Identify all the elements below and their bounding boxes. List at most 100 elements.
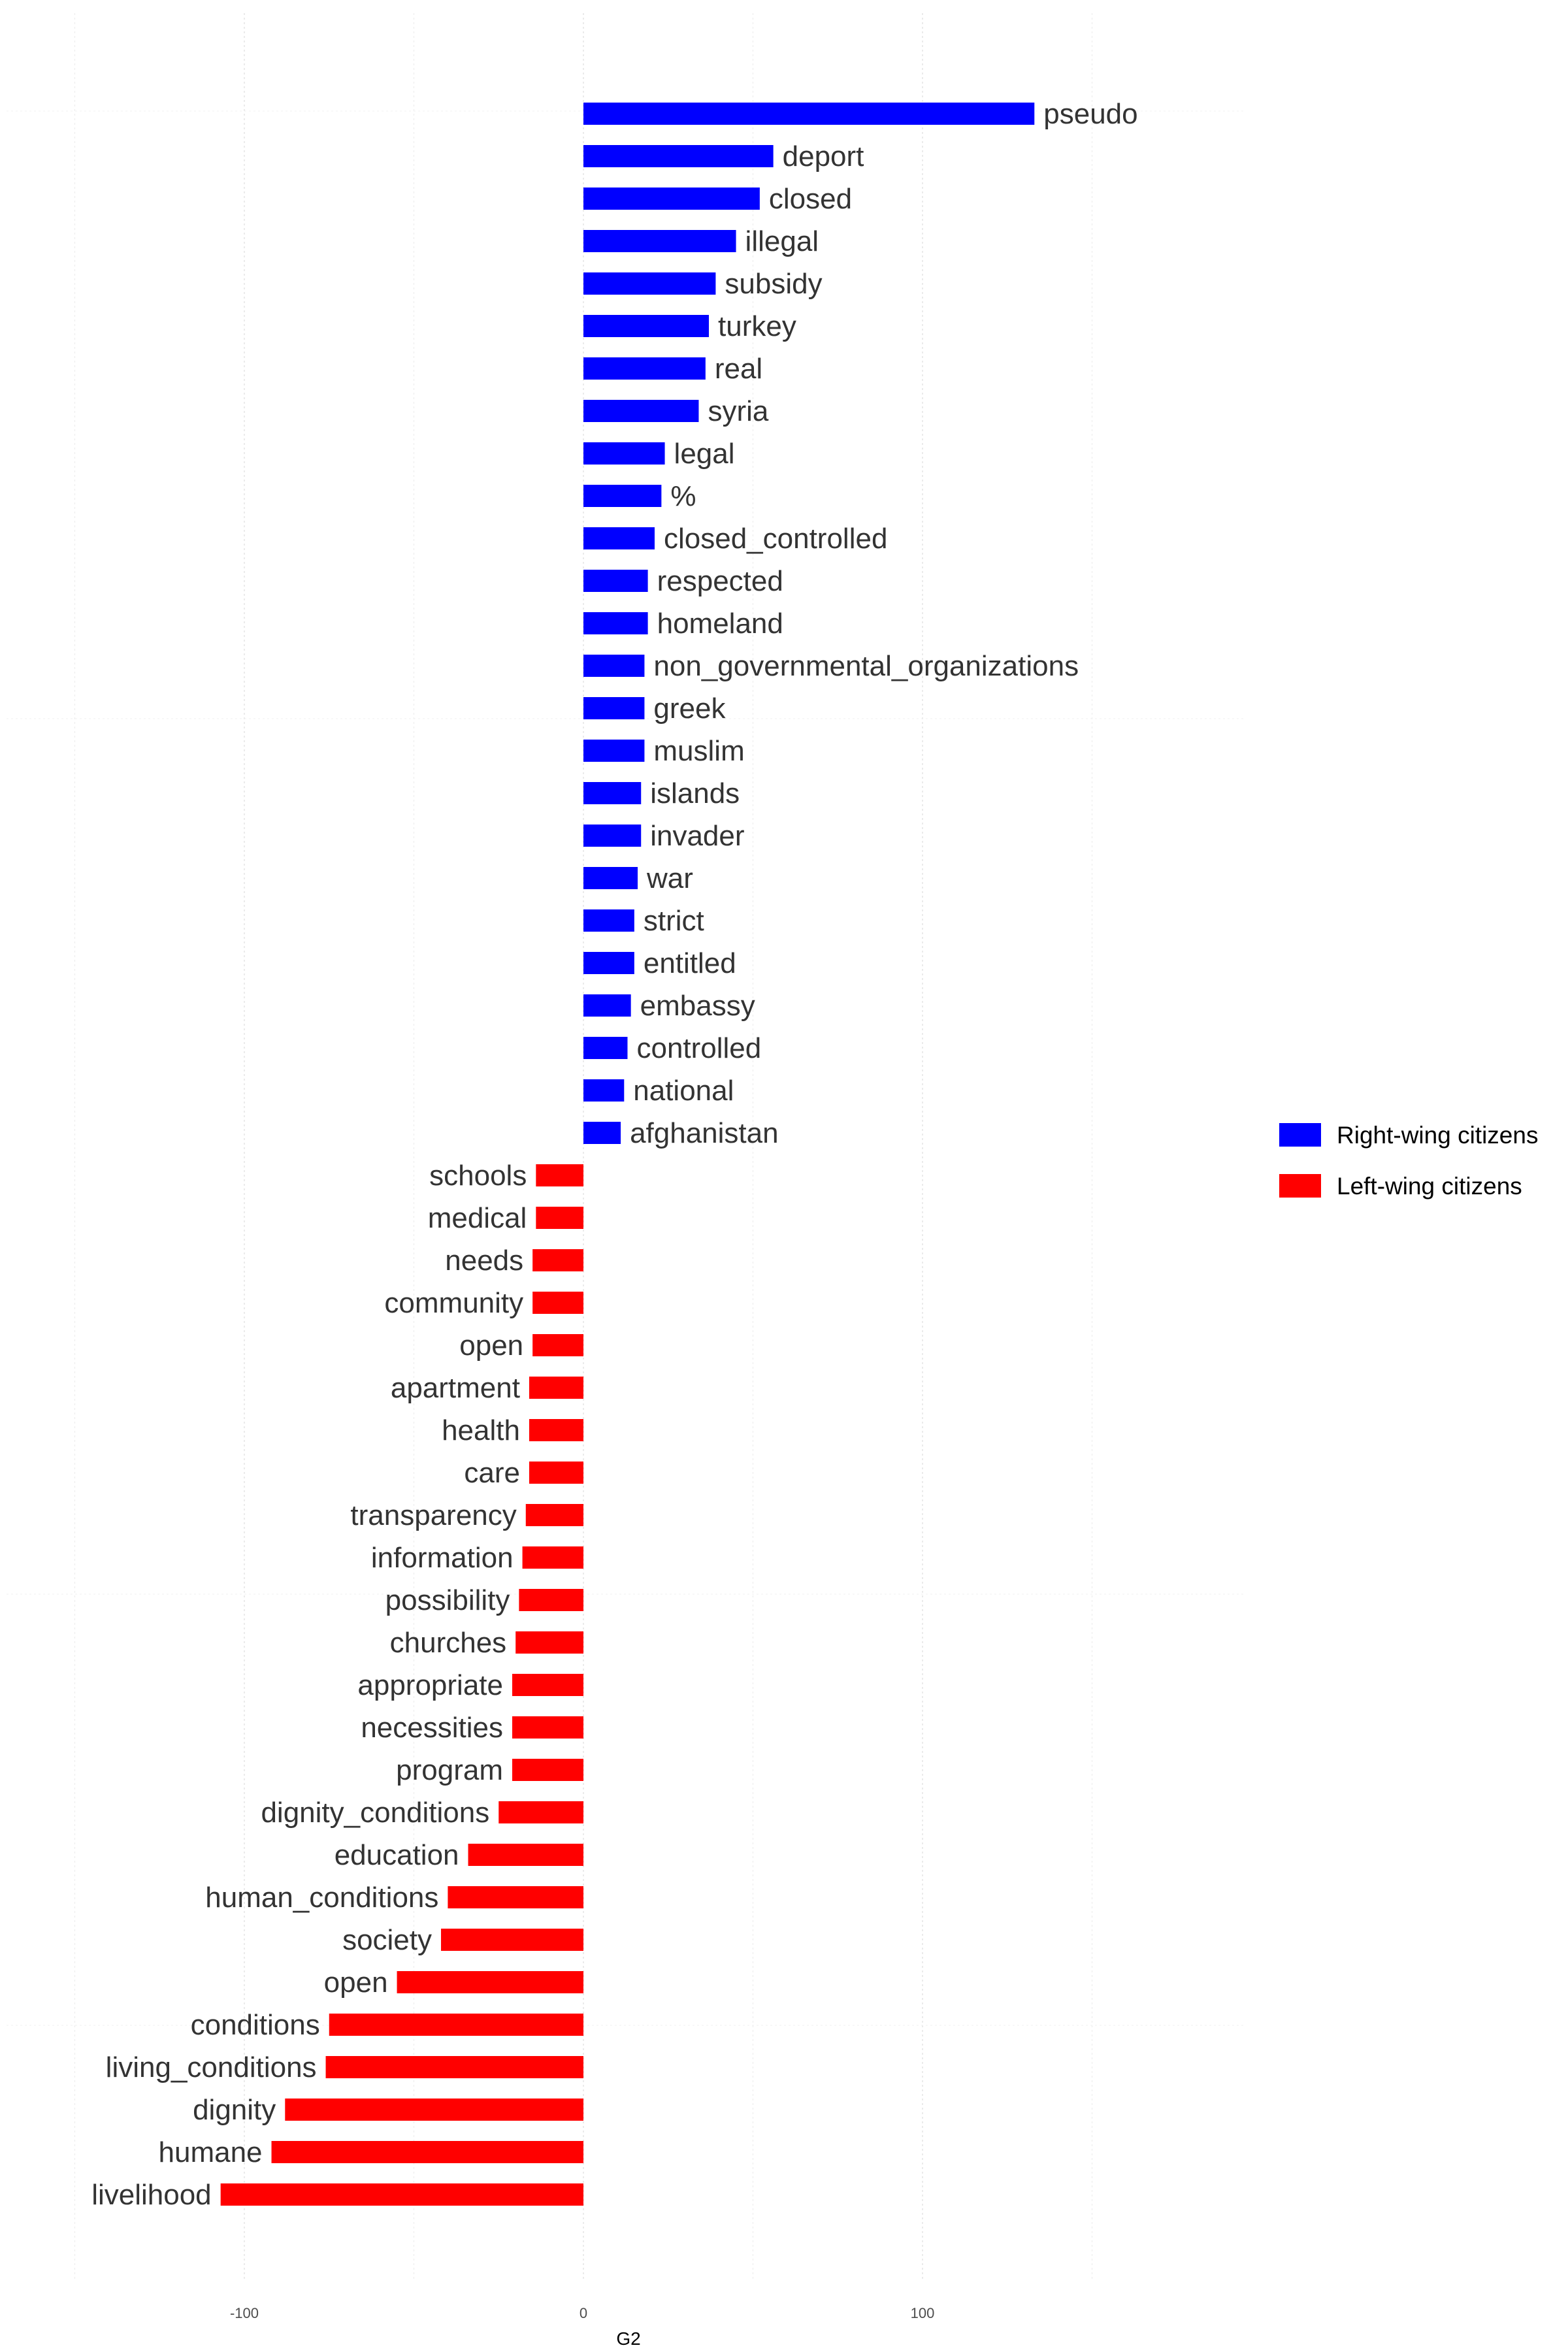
bar <box>532 1292 583 1314</box>
x-tick-label: 0 <box>580 2305 587 2321</box>
bar <box>583 740 645 762</box>
legend-swatch <box>1279 1174 1321 1198</box>
bar <box>583 909 634 932</box>
bar <box>583 442 665 465</box>
bar-label: health <box>442 1414 520 1446</box>
bar <box>583 952 634 974</box>
bar-label: respected <box>657 565 783 597</box>
bar <box>583 315 710 337</box>
bar <box>583 357 706 380</box>
bar-label: % <box>670 480 696 512</box>
bar <box>329 2014 583 2036</box>
bar-label: open <box>459 1330 523 1362</box>
bar-label-layer: pseudo deport closed illegal subsidy turkey re… <box>91 98 1137 2211</box>
bar-label: non_governmental_organizations <box>653 650 1079 682</box>
bar-label: subsidy <box>725 268 822 300</box>
bar <box>519 1589 583 1611</box>
bar <box>468 1844 583 1866</box>
bar <box>441 1929 583 1951</box>
bar <box>536 1207 583 1229</box>
bar-label: education <box>335 1839 459 1871</box>
bar-layer <box>220 103 1035 2206</box>
bar <box>583 994 631 1017</box>
bar <box>583 782 642 804</box>
bar-label: society <box>342 1924 432 1956</box>
grid-layer <box>7 13 1245 2280</box>
bar-label: community <box>384 1287 523 1319</box>
bar-label: homeland <box>657 608 783 640</box>
bar <box>397 1971 583 1993</box>
bar <box>532 1249 583 1271</box>
bar <box>522 1546 583 1569</box>
bar <box>583 145 774 167</box>
bar-label: deport <box>783 140 864 172</box>
bar-label: transparency <box>350 1499 516 1531</box>
bar <box>529 1462 583 1484</box>
bar <box>220 2183 583 2206</box>
bar-label: program <box>396 1754 503 1786</box>
bar <box>583 570 648 592</box>
bar-label: dignity_conditions <box>261 1797 489 1829</box>
bar-label: schools <box>429 1160 527 1192</box>
bar <box>583 188 760 210</box>
bar-label: islands <box>650 777 740 809</box>
bar-label: war <box>646 862 693 894</box>
bar <box>583 1122 621 1144</box>
bar-label: invader <box>650 820 744 852</box>
bar-label: medical <box>428 1202 527 1234</box>
bar <box>583 527 655 549</box>
x-axis-ticks: -100 0 100 <box>230 2305 934 2321</box>
bar-label: appropriate <box>357 1669 503 1701</box>
bar <box>325 2056 583 2078</box>
bar-label: necessities <box>361 1712 503 1744</box>
legend-label: Right-wing citizens <box>1337 1122 1538 1149</box>
bar <box>512 1759 583 1781</box>
bar-label: pseudo <box>1043 98 1137 130</box>
bar <box>583 1079 625 1102</box>
bar-label: care <box>464 1457 520 1489</box>
bar-label: open <box>324 1967 388 1999</box>
bar-label: needs <box>445 1245 523 1277</box>
bar <box>583 103 1035 125</box>
legend-label: Left-wing citizens <box>1337 1173 1522 1200</box>
bar <box>583 400 699 422</box>
bar <box>498 1801 583 1823</box>
bar <box>529 1377 583 1399</box>
bar-label: livelihood <box>91 2179 211 2211</box>
bar <box>583 825 642 847</box>
bar <box>532 1334 583 1356</box>
bar-label: controlled <box>636 1032 761 1064</box>
bar-label: syria <box>708 395 768 427</box>
bar-label: living_conditions <box>106 2051 317 2083</box>
bar-label: embassy <box>640 990 755 1022</box>
bar <box>583 655 645 677</box>
bar <box>285 2099 583 2121</box>
bar <box>536 1164 583 1186</box>
bar <box>583 272 716 295</box>
bar-label: real <box>715 353 762 385</box>
bar-label: information <box>371 1542 514 1574</box>
bar-label: legal <box>674 438 735 470</box>
bar-label: closed_controlled <box>664 523 887 555</box>
bar-label: human_conditions <box>205 1882 438 1914</box>
bar-label: greek <box>653 693 726 725</box>
bar-label: entitled <box>644 947 736 979</box>
bar <box>583 867 638 889</box>
bar-label: illegal <box>745 225 819 257</box>
bar-label: strict <box>644 905 704 937</box>
x-axis-title: G2 <box>616 2328 640 2349</box>
legend-swatch <box>1279 1123 1321 1147</box>
bar-label: humane <box>159 2136 263 2168</box>
bar <box>583 697 645 719</box>
x-tick-label: -100 <box>230 2305 259 2321</box>
bar-label: conditions <box>191 2009 320 2041</box>
bar-label: dignity <box>193 2094 276 2126</box>
bar-label: possibility <box>385 1584 510 1616</box>
bar <box>512 1674 583 1696</box>
legend: Right-wing citizens Left-wing citizens <box>1279 1122 1538 1200</box>
bar <box>271 2141 583 2163</box>
bar <box>583 485 662 507</box>
bar <box>583 1037 628 1059</box>
bar <box>583 230 736 252</box>
